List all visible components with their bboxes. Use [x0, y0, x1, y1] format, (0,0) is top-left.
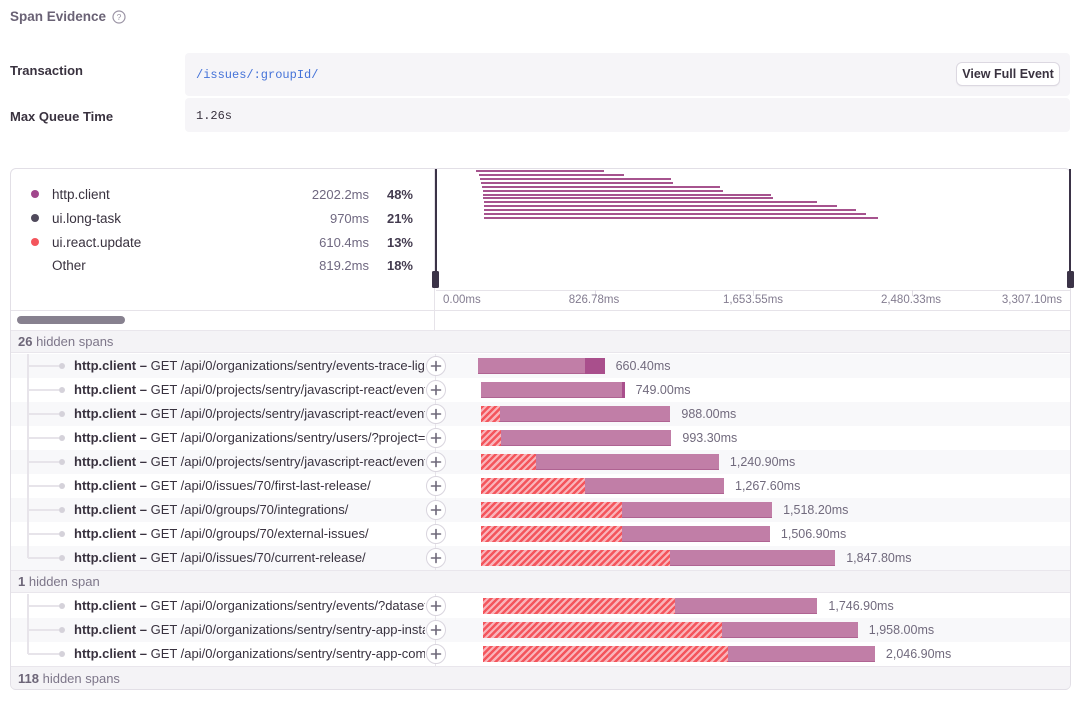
- svg-text:?: ?: [117, 12, 122, 22]
